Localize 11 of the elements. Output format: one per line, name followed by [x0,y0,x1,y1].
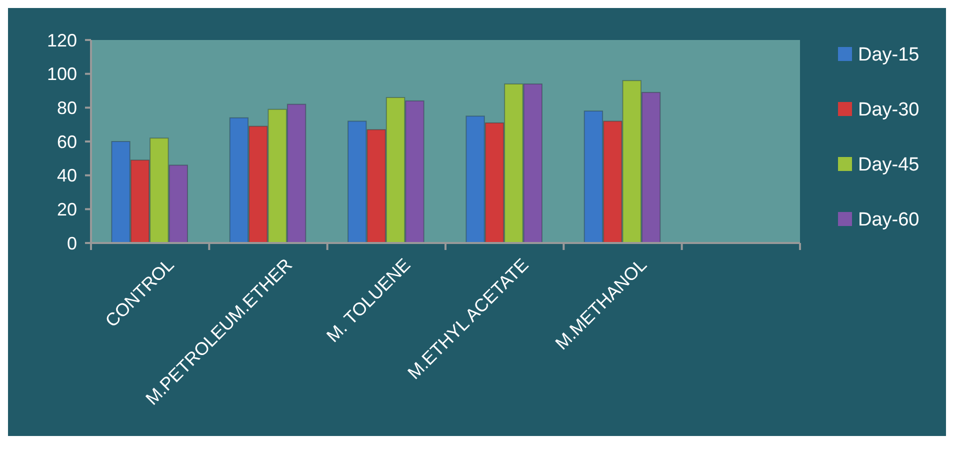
y-tick-label: 120 [46,30,77,50]
legend-label: Day-15 [858,44,920,66]
y-tick-label: 0 [66,233,77,254]
legend-label: Day-45 [858,154,920,176]
legend-label: Day-30 [858,100,920,121]
y-tick-label: 100 [46,64,77,84]
y-tick-label: 80 [56,98,77,118]
y-tick-label: 20 [56,199,77,220]
y-tick-label: 40 [56,166,77,186]
y-tick-label: 60 [56,132,77,152]
legend-label: Day-60 [858,210,920,231]
